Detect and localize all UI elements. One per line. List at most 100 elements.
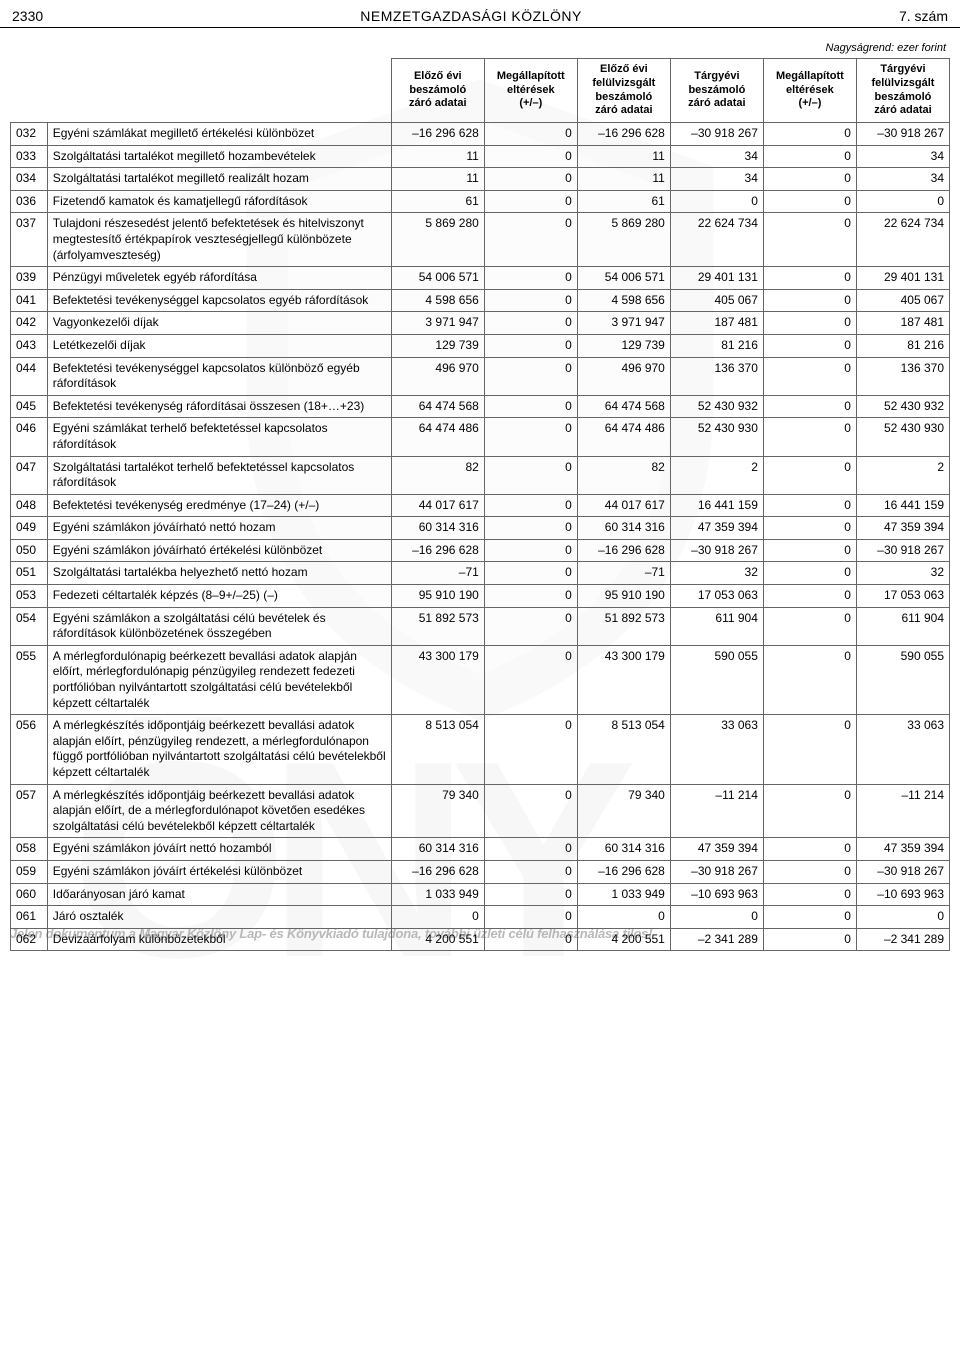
- cell-value: 0: [670, 190, 763, 213]
- cell-value: –11 214: [856, 784, 949, 838]
- table-row: 037Tulajdoni részesedést jelentő befekte…: [11, 213, 950, 267]
- table-row: 061Járó osztalék000000: [11, 906, 950, 929]
- row-description: Egyéni számlákon jóváírható nettó hozam: [47, 517, 391, 540]
- cell-value: 0: [763, 334, 856, 357]
- cell-value: 5 869 280: [577, 213, 670, 267]
- cell-value: –16 296 628: [577, 539, 670, 562]
- cell-value: 8 513 054: [391, 715, 484, 784]
- row-description: Egyéni számlákat terhelő befektetéssel k…: [47, 418, 391, 456]
- cell-value: –71: [391, 562, 484, 585]
- cell-value: 0: [484, 838, 577, 861]
- publication-title: NEMZETGAZDASÁGI KÖZLÖNY: [360, 8, 582, 24]
- cell-value: 0: [763, 357, 856, 395]
- table-row: 057A mérlegkészítés időpontjáig beérkeze…: [11, 784, 950, 838]
- cell-value: 0: [484, 289, 577, 312]
- cell-value: 0: [763, 784, 856, 838]
- cell-value: –71: [577, 562, 670, 585]
- cell-value: 43 300 179: [577, 645, 670, 714]
- cell-value: 187 481: [856, 312, 949, 335]
- row-code: 059: [11, 860, 48, 883]
- cell-value: 4 200 551: [391, 928, 484, 951]
- row-description: Tulajdoni részesedést jelentő befektetés…: [47, 213, 391, 267]
- cell-value: 34: [856, 168, 949, 191]
- table-row: 058Egyéni számlákon jóváírt nettó hozamb…: [11, 838, 950, 861]
- cell-value: 1 033 949: [391, 883, 484, 906]
- cell-value: –2 341 289: [856, 928, 949, 951]
- cell-value: 0: [763, 213, 856, 267]
- row-code: 062: [11, 928, 48, 951]
- cell-value: 0: [763, 289, 856, 312]
- table-row: 042Vagyonkezelői díjak3 971 94703 971 94…: [11, 312, 950, 335]
- row-description: Letétkezelői díjak: [47, 334, 391, 357]
- issue-number: 7. szám: [899, 8, 948, 24]
- col-header-4: Tárgyévibeszámolózáró adatai: [670, 59, 763, 123]
- cell-value: –10 693 963: [670, 883, 763, 906]
- row-code: 057: [11, 784, 48, 838]
- table-row: 054Egyéni számlákon a szolgáltatási célú…: [11, 607, 950, 645]
- cell-value: 47 359 394: [670, 838, 763, 861]
- row-description: Szolgáltatási tartalékot megillető hozam…: [47, 145, 391, 168]
- header-blank: [11, 59, 392, 123]
- cell-value: 47 359 394: [856, 517, 949, 540]
- row-description: Fedezeti céltartalék képzés (8–9+/–25) (…: [47, 585, 391, 608]
- table-row: 032Egyéni számlákat megillető értékelési…: [11, 123, 950, 146]
- cell-value: 611 904: [856, 607, 949, 645]
- table-row: 041Befektetési tevékenységgel kapcsolato…: [11, 289, 950, 312]
- row-code: 044: [11, 357, 48, 395]
- cell-value: 34: [670, 168, 763, 191]
- cell-value: 3 971 947: [577, 312, 670, 335]
- cell-value: 60 314 316: [577, 517, 670, 540]
- cell-value: 0: [763, 928, 856, 951]
- col-header-6: Tárgyévifelülvizsgáltbeszámolózáró adata…: [856, 59, 949, 123]
- cell-value: 52 430 932: [670, 395, 763, 418]
- row-code: 056: [11, 715, 48, 784]
- row-code: 034: [11, 168, 48, 191]
- cell-value: –30 918 267: [670, 539, 763, 562]
- cell-value: 51 892 573: [391, 607, 484, 645]
- row-description: Befektetési tevékenységgel kapcsolatos k…: [47, 357, 391, 395]
- cell-value: 79 340: [391, 784, 484, 838]
- cell-value: –10 693 963: [856, 883, 949, 906]
- cell-value: 0: [484, 928, 577, 951]
- row-code: 048: [11, 494, 48, 517]
- cell-value: 3 971 947: [391, 312, 484, 335]
- cell-value: 61: [577, 190, 670, 213]
- cell-value: 0: [484, 213, 577, 267]
- cell-value: 47 359 394: [670, 517, 763, 540]
- cell-value: 0: [763, 190, 856, 213]
- cell-value: 0: [484, 357, 577, 395]
- cell-value: 17 053 063: [856, 585, 949, 608]
- table-row: 051Szolgáltatási tartalékba helyezhető n…: [11, 562, 950, 585]
- row-code: 041: [11, 289, 48, 312]
- cell-value: 0: [484, 645, 577, 714]
- cell-value: 129 739: [391, 334, 484, 357]
- cell-value: 129 739: [577, 334, 670, 357]
- cell-value: 0: [484, 334, 577, 357]
- cell-value: 0: [484, 456, 577, 494]
- cell-value: 43 300 179: [391, 645, 484, 714]
- cell-value: 11: [577, 145, 670, 168]
- row-code: 046: [11, 418, 48, 456]
- cell-value: 0: [763, 585, 856, 608]
- cell-value: 79 340: [577, 784, 670, 838]
- cell-value: 0: [763, 883, 856, 906]
- cell-value: –2 341 289: [670, 928, 763, 951]
- page-header: 2330 NEMZETGAZDASÁGI KÖZLÖNY 7. szám: [0, 0, 960, 28]
- col-header-2: Megállapítotteltérések(+/–): [484, 59, 577, 123]
- cell-value: 0: [763, 494, 856, 517]
- cell-value: 64 474 568: [577, 395, 670, 418]
- row-description: Szolgáltatási tartalékot megillető reali…: [47, 168, 391, 191]
- row-code: 036: [11, 190, 48, 213]
- table-row: 034Szolgáltatási tartalékot megillető re…: [11, 168, 950, 191]
- cell-value: 2: [856, 456, 949, 494]
- cell-value: 29 401 131: [856, 267, 949, 290]
- cell-value: 17 053 063: [670, 585, 763, 608]
- cell-value: 0: [391, 906, 484, 929]
- cell-value: 33 063: [670, 715, 763, 784]
- cell-value: 8 513 054: [577, 715, 670, 784]
- cell-value: 0: [856, 190, 949, 213]
- cell-value: 33 063: [856, 715, 949, 784]
- cell-value: 4 598 656: [391, 289, 484, 312]
- cell-value: 0: [763, 860, 856, 883]
- cell-value: 52 430 930: [856, 418, 949, 456]
